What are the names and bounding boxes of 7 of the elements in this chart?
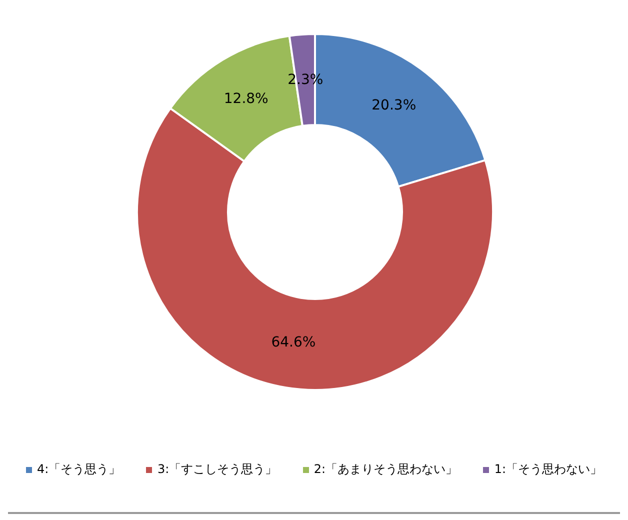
data-label: 20.3% — [372, 98, 416, 114]
data-label: 12.8% — [224, 90, 268, 107]
data-label: 64.6% — [271, 334, 316, 351]
legend-label: 2:「あまりそう思わない」 — [314, 461, 458, 478]
legend-label: 3:「すこしそう思う」 — [157, 461, 278, 478]
legend-label: 4:「そう思う」 — [37, 461, 121, 478]
legend-label: 1:「そう思わない」 — [494, 461, 602, 478]
